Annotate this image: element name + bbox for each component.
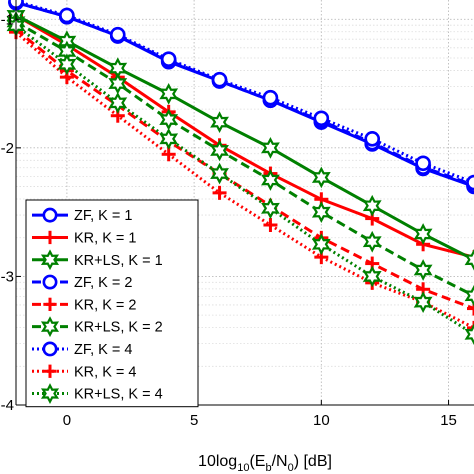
x-axis-label-open: (E: [249, 453, 265, 470]
legend-label: ZF, K = 1: [74, 208, 132, 224]
hexagram-marker: [464, 284, 474, 307]
legend-label: KR, K = 1: [74, 230, 136, 246]
legend-entry: ZF, K = 4: [32, 341, 132, 358]
legend-label: ZF, K = 2: [74, 275, 132, 291]
hexagram-marker: [311, 166, 331, 189]
legend-entry: KR+LS, K = 1: [32, 249, 163, 271]
circle-marker: [364, 131, 381, 147]
circle-marker: [211, 71, 228, 88]
legend: ZF, K = 1 KR, K = 1 KR+LS, K = 1 ZF, K = 2 K…: [25, 199, 199, 408]
x-axis-label: 10log10(Eb/N0) [dB]: [198, 453, 332, 474]
x-tick-label: 5: [190, 412, 198, 429]
x-axis-label-sub3: 0: [288, 462, 294, 474]
x-axis-label-sub1: 10: [237, 462, 249, 474]
hexagram-marker: [40, 249, 60, 271]
legend-label: KR+LS, K = 1: [74, 253, 163, 269]
hexagram-marker: [40, 316, 60, 338]
hexagram-marker: [57, 53, 77, 76]
hexagram-marker: [210, 139, 229, 162]
circle-marker: [42, 207, 58, 223]
legend-label: KR+LS, K = 2: [74, 320, 163, 336]
hexagram-marker: [362, 194, 382, 217]
legend-entry: KR, K = 4: [32, 364, 136, 380]
circle-marker: [466, 174, 474, 191]
series-line: [15, 28, 474, 310]
hexagram-marker: [210, 162, 229, 185]
hexagram-marker: [464, 323, 474, 346]
legend-label: KR+LS, K = 4: [74, 387, 163, 403]
hexagram-marker: [413, 291, 433, 314]
hexagram-marker: [464, 248, 474, 271]
x-axis-label-mid: /N: [272, 453, 288, 470]
y-tick-label: -4: [1, 397, 14, 414]
circle-marker: [59, 7, 75, 24]
tick-labels: 0 5 10 15 -1 -2 -3 -4: [1, 11, 457, 429]
hexagram-marker: [108, 91, 128, 114]
hexagram-marker: [210, 111, 229, 134]
hexagram-marker: [311, 201, 331, 224]
circle-marker: [262, 89, 279, 106]
x-axis-label-suffix: ) [dB]: [294, 453, 332, 470]
legend-label: KR, K = 2: [74, 297, 136, 313]
y-tick-label: -2: [1, 140, 14, 157]
legend-entry: ZF, K = 2: [32, 274, 132, 291]
circle-marker: [42, 341, 58, 357]
hexagram-marker: [40, 383, 60, 404]
hexagram-marker: [311, 233, 331, 256]
hexagram-marker: [362, 230, 382, 253]
hexagram-marker: [362, 265, 382, 288]
circle-marker: [109, 26, 126, 43]
hexagram-marker: [159, 82, 179, 105]
hexagram-marker: [413, 223, 433, 245]
series-line: [15, 14, 474, 262]
series-8: [6, 14, 474, 346]
hexagram-marker: [261, 197, 280, 220]
legend-entry: ZF, K = 1: [32, 207, 132, 224]
hexagram-marker: [261, 169, 280, 191]
series-line: [15, 0, 474, 184]
legend-entry: KR+LS, K = 4: [32, 383, 163, 404]
hexagram-marker: [261, 136, 280, 159]
legend-label: KR, K = 4: [74, 364, 136, 380]
x-axis-label-sub2: b: [265, 462, 271, 474]
series-line: [15, 1, 474, 187]
y-tick-label: -3: [1, 268, 14, 285]
legend-entry: KR+LS, K = 2: [32, 316, 163, 338]
series-line: [15, 24, 474, 336]
x-tick-label: 10: [313, 412, 330, 429]
y-tick-label: -1: [1, 11, 14, 28]
circle-marker: [415, 155, 431, 172]
circle-marker: [160, 51, 177, 67]
hexagram-marker: [159, 127, 179, 150]
legend-entry: KR, K = 1: [32, 230, 136, 246]
legend-label: ZF, K = 4: [74, 342, 132, 358]
series-line: [15, 20, 474, 298]
circle-marker: [313, 110, 330, 127]
series-6: [8, 0, 474, 191]
x-axis-label-prefix: 10log: [198, 453, 237, 470]
hexagram-marker: [413, 259, 433, 281]
x-tick-label: 0: [63, 412, 71, 429]
x-tick-label: 15: [440, 412, 457, 429]
circle-marker: [42, 274, 58, 290]
series-line: [15, 14, 474, 259]
legend-entry: KR, K = 2: [32, 297, 136, 313]
